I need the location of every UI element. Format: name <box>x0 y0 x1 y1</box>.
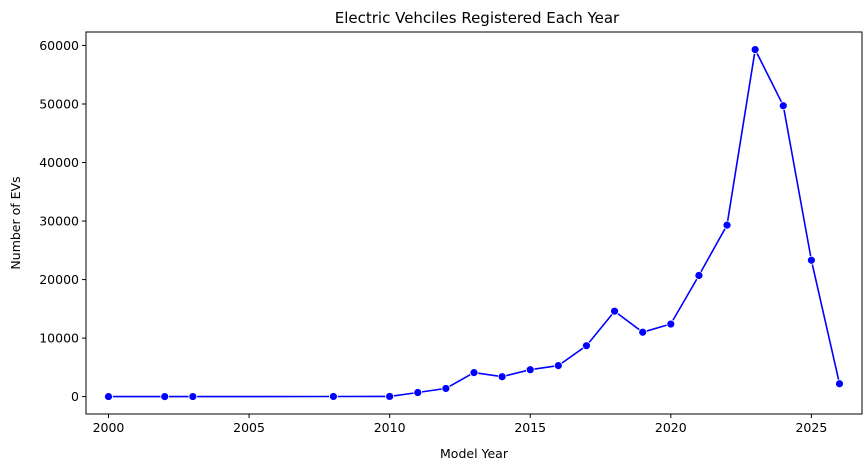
data-point <box>638 327 648 337</box>
y-tick-label: 40000 <box>39 155 79 170</box>
x-tick-label: 2010 <box>374 420 406 435</box>
data-point <box>441 384 451 393</box>
y-tick-label: 30000 <box>39 214 79 229</box>
x-axis-ticks: 2000 2005 2010 2015 2020 2025 <box>93 414 827 435</box>
data-point <box>329 392 338 401</box>
data-point <box>497 372 507 382</box>
data-point <box>722 220 732 230</box>
x-axis-label: Model Year <box>440 446 509 461</box>
data-point <box>835 379 844 389</box>
y-axis-ticks: 0 10000 20000 30000 40000 50000 60000 <box>39 38 86 404</box>
x-tick-label: 2005 <box>233 420 265 435</box>
y-tick-label: 20000 <box>39 272 79 287</box>
data-point <box>160 392 170 402</box>
data-point <box>610 306 619 316</box>
x-tick-label: 2000 <box>93 420 125 435</box>
data-point <box>553 361 563 370</box>
y-tick-label: 50000 <box>39 96 79 111</box>
data-point <box>104 392 113 401</box>
y-tick-label: 60000 <box>39 38 79 53</box>
x-tick-label: 2015 <box>514 420 546 435</box>
y-axis-label: Number of EVs <box>8 176 23 269</box>
x-tick-label: 2020 <box>655 420 687 435</box>
x-tick-label: 2025 <box>795 420 827 435</box>
data-point <box>188 392 198 401</box>
data-point <box>525 365 535 375</box>
data-points <box>104 45 844 402</box>
data-point <box>413 388 423 397</box>
data-point <box>778 101 788 111</box>
data-point <box>385 392 395 401</box>
data-point <box>750 45 760 54</box>
data-point <box>694 271 704 280</box>
data-point <box>806 255 816 265</box>
chart-title: Electric Vehciles Registered Each Year <box>335 9 620 27</box>
y-tick-label: 10000 <box>39 331 79 346</box>
data-point <box>582 341 591 351</box>
y-tick-label: 0 <box>71 389 79 404</box>
plot-frame <box>85 31 863 415</box>
data-point <box>469 368 479 378</box>
data-point <box>666 319 676 329</box>
